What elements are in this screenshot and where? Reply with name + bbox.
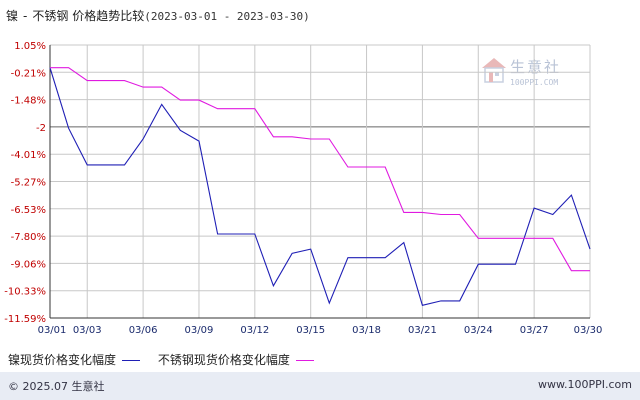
y-tick-label: -4.01%	[11, 150, 46, 161]
y-tick-label: 1.05%	[14, 41, 46, 52]
footer-copyright: © 2025.07 生意社	[8, 380, 105, 393]
x-tick-label: 03/12	[240, 325, 269, 336]
x-tick-label: 03/15	[296, 325, 325, 336]
y-tick-label: -9.06%	[11, 259, 46, 270]
legend-item-series-1: 镍现货价格变化幅度	[8, 351, 141, 368]
x-tick-label: 03/01	[38, 325, 67, 336]
legend-item-series-2: 不锈钢现货价格变化幅度	[158, 351, 314, 368]
chart-title: 镍 - 不锈钢 价格趋势比较(2023-03-01 - 2023-03-30)	[6, 7, 310, 24]
y-tick-label: -5.27%	[11, 178, 46, 189]
x-tick-label: 03/09	[185, 325, 214, 336]
legend-swatch-series-2	[295, 360, 314, 361]
y-tick-label: -1.48%	[11, 96, 46, 107]
x-tick-label: 03/21	[408, 325, 437, 336]
y-tick-label: -2	[36, 123, 46, 134]
x-tick-label: 03/30	[574, 325, 603, 336]
x-tick-label: 03/27	[520, 325, 549, 336]
footer-site-link[interactable]: www.100PPI.com	[538, 378, 632, 391]
y-tick-label: -6.53%	[11, 205, 46, 216]
title-product2: 不锈钢	[32, 9, 69, 23]
x-tick-label: 03/24	[464, 325, 493, 336]
title-dash: -	[23, 9, 28, 23]
x-tick-label: 03/03	[73, 325, 102, 336]
series-line-1	[49, 67, 591, 306]
series-line-2	[50, 67, 590, 272]
title-period: (2023-03-01 - 2023-03-30)	[144, 10, 310, 23]
title-product: 镍	[6, 9, 19, 23]
y-tick-label: -10.33%	[4, 287, 46, 298]
x-tick-label: 03/18	[352, 325, 381, 336]
logo-icon	[482, 58, 506, 83]
footer-bar	[0, 372, 640, 400]
legend-swatch-series-1	[122, 360, 141, 361]
y-tick-label: -7.80%	[11, 232, 46, 243]
legend: 镍现货价格变化幅度 不锈钢现货价格变化幅度	[8, 351, 328, 368]
title-text: 价格趋势比较	[72, 9, 145, 23]
y-tick-label: -11.59%	[4, 314, 46, 325]
legend-label-series-1: 镍现货价格变化幅度	[8, 353, 117, 367]
legend-label-series-2: 不锈钢现货价格变化幅度	[157, 353, 290, 367]
x-tick-label: 03/06	[129, 325, 158, 336]
y-tick-label: -0.21%	[11, 68, 46, 79]
